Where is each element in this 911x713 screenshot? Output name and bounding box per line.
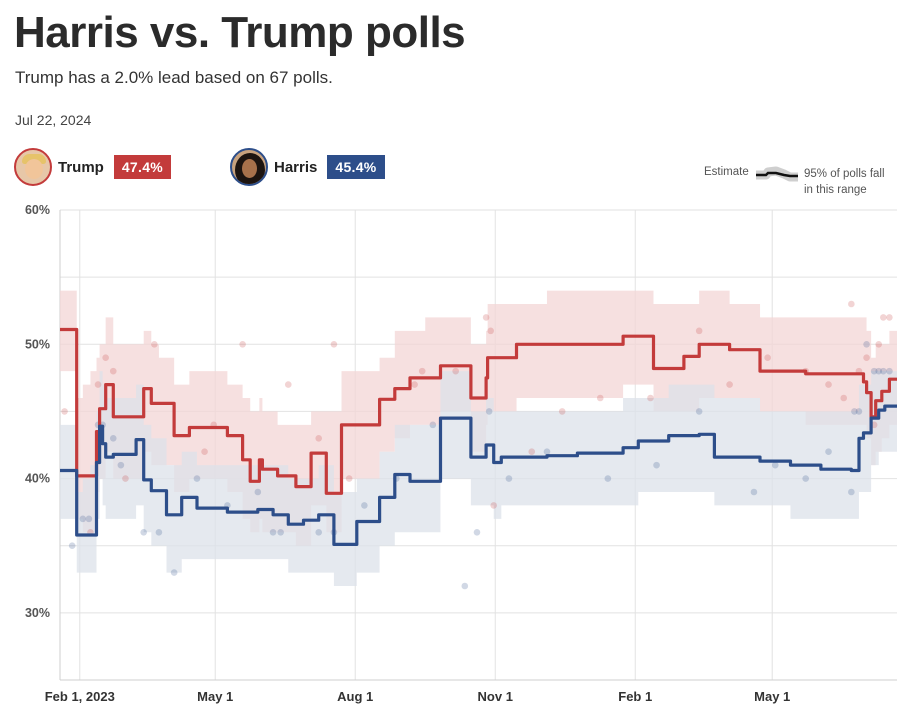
- legend-estimate-label: Estimate: [704, 166, 749, 178]
- harris-poll-point: [193, 475, 201, 482]
- trump-poll-point: [840, 394, 848, 402]
- date-label: Jul 22, 2024: [15, 112, 92, 128]
- trump-poll-point: [201, 448, 208, 456]
- harris-poll-point: [269, 528, 277, 536]
- trump-poll-point: [558, 408, 566, 415]
- candidate-trump: Trump 47.4%: [14, 146, 172, 188]
- trump-poll-point: [647, 394, 654, 402]
- harris-poll-point: [886, 367, 893, 375]
- trump-poll-point: [122, 475, 129, 482]
- harris-poll-point: [170, 569, 178, 576]
- trump-value-badge: 47.4%: [113, 155, 172, 179]
- trump-poll-point: [596, 394, 604, 402]
- page-subtitle: Trump has a 2.0% lead based on 67 polls.: [15, 68, 333, 87]
- trump-poll-point: [487, 327, 494, 335]
- chart-legend: Estimate 95% of polls fall in this range: [700, 162, 900, 202]
- harris-poll-point: [140, 528, 147, 536]
- harris-poll-point: [875, 367, 883, 375]
- harris-poll-point: [155, 528, 163, 536]
- y-tick-label: 50%: [25, 337, 50, 351]
- harris-poll-point: [505, 475, 513, 482]
- page-title: Harris vs. Trump polls: [14, 8, 466, 57]
- y-tick-label: 40%: [25, 472, 50, 486]
- harris-name: Harris: [274, 158, 318, 176]
- harris-poll-point: [604, 475, 612, 482]
- harris-poll-point: [79, 515, 87, 523]
- trump-poll-point: [886, 314, 893, 321]
- trump-poll-point: [452, 367, 459, 375]
- trump-poll-point: [61, 408, 68, 415]
- harris-poll-point: [473, 528, 481, 536]
- trump-poll-point: [490, 502, 498, 509]
- trump-poll-point: [239, 340, 246, 348]
- trump-poll-point: [695, 327, 703, 335]
- trump-name: Trump: [58, 158, 104, 176]
- trump-poll-point: [151, 340, 158, 348]
- trump-estimate-line: [60, 327, 897, 495]
- harris-poll-point: [315, 528, 323, 536]
- trump-avatar: [14, 148, 52, 186]
- trump-poll-point: [418, 367, 426, 375]
- candidate-harris: Harris 45.4%: [230, 146, 385, 188]
- trump-poll-point: [825, 381, 832, 388]
- x-tick-label: Aug 1: [337, 689, 373, 704]
- harris-poll-point: [543, 448, 551, 456]
- legend-line-icon: [756, 166, 798, 182]
- harris-poll-point: [855, 408, 863, 415]
- harris-poll-point: [117, 461, 125, 469]
- trump-poll-point: [528, 448, 536, 456]
- legend-range-label: 95% of polls fall in this range: [804, 168, 885, 196]
- trump-poll-point: [726, 381, 733, 388]
- trump-poll-point: [863, 354, 870, 362]
- trump-poll-point: [764, 354, 771, 362]
- harris-poll-point: [429, 421, 437, 429]
- y-tick-label: 30%: [25, 606, 50, 620]
- harris-poll-point: [254, 488, 262, 496]
- poll-chart: 30% 40% 50% 60% Feb 1, 2023 May 1 Aug 1 Nov 1 Fe…: [25, 203, 897, 704]
- harris-avatar: [230, 148, 268, 186]
- harris-poll-point: [277, 528, 284, 536]
- harris-poll-point: [68, 542, 76, 550]
- trump-poll-point: [411, 381, 418, 388]
- harris-poll-point: [695, 408, 703, 415]
- harris-poll-point: [863, 340, 870, 348]
- x-tick-label: Feb 1: [618, 689, 652, 704]
- trump-poll-point: [345, 475, 353, 482]
- trump-poll-point: [330, 340, 338, 348]
- harris-value-badge: 45.4%: [327, 155, 385, 179]
- harris-poll-point: [750, 488, 758, 496]
- harris-poll-point: [825, 448, 832, 456]
- x-tick-label: Feb 1, 2023: [45, 689, 115, 704]
- harris-poll-point: [771, 461, 779, 469]
- trump-poll-point: [875, 340, 883, 348]
- harris-poll-point: [851, 408, 858, 415]
- harris-poll-point: [461, 582, 469, 590]
- harris-poll-point: [85, 515, 93, 523]
- x-tick-label: Nov 1: [478, 689, 513, 704]
- trump-poll-point: [94, 381, 102, 388]
- harris-poll-point: [880, 367, 887, 375]
- trump-poll-point: [848, 300, 855, 308]
- harris-poll-point: [361, 502, 368, 509]
- trump-poll-point: [880, 314, 887, 321]
- trump-poll-point: [284, 381, 292, 388]
- harris-poll-point: [485, 408, 493, 415]
- harris-range-band: [60, 371, 897, 586]
- trump-poll-point: [315, 434, 323, 442]
- harris-poll-point: [802, 475, 809, 482]
- harris-poll-point: [870, 367, 878, 375]
- y-tick-label: 60%: [25, 203, 50, 217]
- trump-poll-point: [482, 314, 490, 321]
- x-tick-label: May 1: [197, 689, 233, 704]
- x-tick-label: May 1: [754, 689, 790, 704]
- harris-poll-point: [848, 488, 855, 496]
- harris-poll-point: [109, 434, 117, 442]
- harris-estimate-line: [60, 404, 897, 546]
- trump-poll-point: [109, 367, 117, 375]
- harris-poll-point: [653, 461, 660, 469]
- trump-poll-point: [102, 354, 109, 362]
